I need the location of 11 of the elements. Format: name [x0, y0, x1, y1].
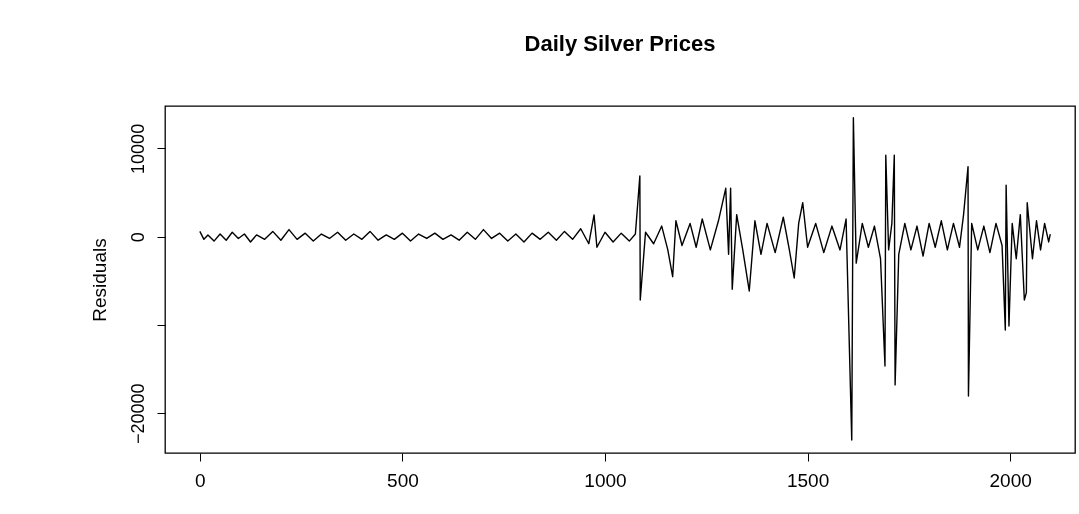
y-tick-label: 0: [127, 232, 148, 243]
x-tick-label: 0: [195, 469, 206, 491]
line-series: [199, 116, 1051, 441]
x-tick-label: 1500: [786, 469, 830, 491]
x-tick-label: 500: [387, 469, 419, 491]
y-axis-title: Residuals: [88, 238, 110, 322]
chart-title: Daily Silver Prices: [524, 31, 716, 56]
x-tick-label: 1000: [584, 469, 627, 491]
y-tick-label: 10000: [127, 123, 148, 174]
x-tick-label: 2000: [989, 469, 1032, 491]
y-tick-label: −20000: [127, 383, 148, 445]
